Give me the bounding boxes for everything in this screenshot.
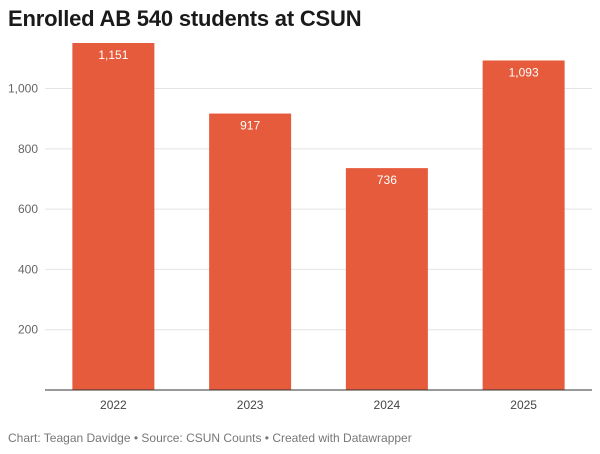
x-tick-label-2025: 2025 (510, 398, 537, 412)
footer-source: Source: CSUN Counts (141, 431, 262, 445)
y-tick-label-1000: 1,000 (8, 82, 38, 96)
y-tick-label-200: 200 (18, 323, 38, 337)
y-tick-label-400: 400 (18, 262, 38, 276)
x-axis-ticks: 2022 2023 2024 2025 (100, 398, 537, 412)
y-tick-label-800: 800 (18, 142, 38, 156)
bar-2023 (209, 113, 292, 390)
bar-2022 (72, 43, 155, 390)
footer-separator: • (130, 431, 142, 445)
data-label-2024: 736 (377, 173, 397, 187)
y-tick-label-600: 600 (18, 202, 38, 216)
data-label-2025: 1,093 (509, 65, 539, 79)
x-tick-label-2024: 2024 (374, 398, 401, 412)
chart-title: Enrolled AB 540 students at CSUN (8, 6, 362, 31)
bar-2024 (345, 168, 428, 390)
footer-separator-2: • (261, 431, 273, 445)
bar-2025 (482, 60, 565, 391)
x-tick-label-2023: 2023 (237, 398, 264, 412)
data-label-2022: 1,151 (98, 48, 128, 62)
y-axis-ticks: 200 400 600 800 1,000 (8, 82, 38, 337)
footer-credit: Chart: Teagan Davidge (8, 431, 131, 445)
data-label-2023: 917 (240, 119, 260, 133)
bars (72, 43, 565, 391)
x-tick-label-2022: 2022 (100, 398, 127, 412)
data-labels: 1,151 917 736 1,093 (98, 48, 539, 187)
chart-footer: Chart: Teagan Davidge • Source: CSUN Cou… (8, 431, 412, 445)
footer-created-with: Created with Datawrapper (272, 431, 412, 445)
